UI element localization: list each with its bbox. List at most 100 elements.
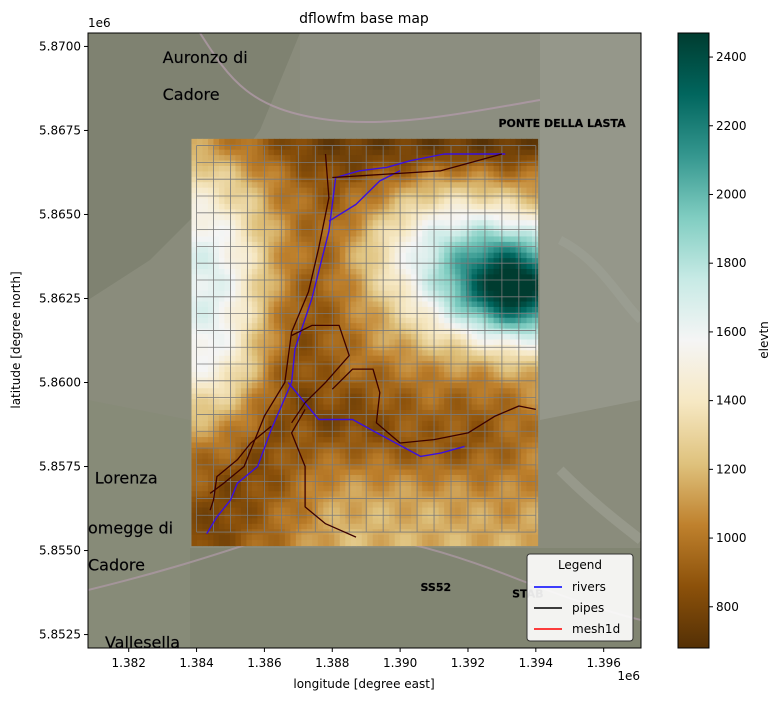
heatmap-cell bbox=[328, 165, 335, 172]
heatmap-cell bbox=[493, 187, 500, 194]
heatmap-cell bbox=[416, 241, 423, 248]
heatmap-cell bbox=[345, 540, 352, 547]
heatmap-cell bbox=[482, 252, 489, 259]
heatmap-cell bbox=[438, 182, 445, 189]
heatmap-cell bbox=[455, 485, 462, 492]
heatmap-cell bbox=[240, 388, 247, 395]
heatmap-cell bbox=[196, 144, 204, 151]
heatmap-cell bbox=[202, 144, 209, 151]
heatmap-cell bbox=[482, 182, 489, 189]
heatmap-cell bbox=[196, 464, 204, 471]
heatmap-cell bbox=[273, 203, 280, 210]
heatmap-cell bbox=[224, 453, 231, 460]
heatmap-cell bbox=[394, 382, 401, 389]
heatmap-cell bbox=[460, 209, 467, 216]
heatmap-cell bbox=[235, 258, 242, 265]
heatmap-cell bbox=[383, 415, 390, 422]
heatmap-cell bbox=[262, 502, 269, 509]
heatmap-cell bbox=[411, 485, 418, 492]
heatmap-cell bbox=[295, 296, 302, 303]
heatmap-cell bbox=[306, 344, 313, 351]
heatmap-cell bbox=[460, 317, 467, 324]
heatmap-cell bbox=[257, 285, 264, 292]
heatmap-cell bbox=[262, 160, 269, 167]
heatmap-cell bbox=[273, 328, 280, 335]
heatmap-cell bbox=[323, 214, 330, 221]
heatmap-cell bbox=[345, 523, 352, 530]
heatmap-cell bbox=[361, 241, 368, 248]
heatmap-cell bbox=[526, 274, 533, 281]
heatmap-cell bbox=[477, 328, 484, 335]
heatmap-cell bbox=[306, 176, 313, 183]
heatmap-cell bbox=[471, 274, 478, 281]
heatmap-cell bbox=[306, 149, 313, 156]
heatmap-cell bbox=[213, 491, 220, 498]
heatmap-cell bbox=[449, 279, 456, 286]
heatmap-cell bbox=[345, 209, 352, 216]
heatmap-cell bbox=[317, 138, 324, 145]
heatmap-cell bbox=[482, 426, 489, 433]
heatmap-cell bbox=[202, 149, 209, 156]
heatmap-cell bbox=[477, 231, 484, 238]
heatmap-cell bbox=[235, 198, 242, 205]
heatmap-cell bbox=[224, 415, 231, 422]
heatmap-cell bbox=[438, 268, 445, 276]
heatmap-cell bbox=[196, 512, 204, 519]
heatmap-cell bbox=[488, 231, 495, 238]
heatmap-cell bbox=[207, 176, 215, 183]
heatmap-cell bbox=[488, 437, 495, 444]
heatmap-cell bbox=[229, 241, 237, 248]
heatmap-cell bbox=[504, 426, 511, 433]
heatmap-cell bbox=[389, 404, 396, 411]
heatmap-cell bbox=[224, 296, 231, 303]
heatmap-cell bbox=[224, 149, 231, 156]
heatmap-cell bbox=[394, 198, 401, 205]
heatmap-cell bbox=[229, 263, 237, 270]
heatmap-cell bbox=[532, 317, 539, 324]
heatmap-cell bbox=[207, 447, 215, 454]
heatmap-cell bbox=[295, 523, 302, 530]
heatmap-cell bbox=[488, 350, 495, 357]
heatmap-cell bbox=[262, 328, 269, 335]
heatmap-cell bbox=[350, 523, 357, 530]
heatmap-cell bbox=[279, 453, 286, 460]
heatmap-cell bbox=[213, 317, 220, 324]
heatmap-cell bbox=[372, 290, 379, 297]
heatmap-cell bbox=[488, 523, 495, 530]
heatmap-cell bbox=[339, 149, 346, 156]
heatmap-cell bbox=[455, 388, 462, 395]
heatmap-cell bbox=[328, 263, 335, 270]
heatmap-cell bbox=[422, 171, 429, 178]
heatmap-cell bbox=[477, 507, 484, 514]
heatmap-cell bbox=[224, 496, 231, 503]
heatmap-cell bbox=[422, 312, 429, 319]
heatmap-cell bbox=[279, 442, 286, 449]
heatmap-cell bbox=[350, 491, 357, 498]
heatmap-cell bbox=[361, 334, 368, 341]
heatmap-cell bbox=[510, 247, 517, 254]
heatmap-cell bbox=[378, 323, 385, 330]
heatmap-cell bbox=[224, 442, 231, 449]
heatmap-cell bbox=[262, 182, 269, 189]
heatmap-cell bbox=[339, 469, 346, 476]
heatmap-cell bbox=[471, 415, 478, 422]
heatmap-cell bbox=[196, 534, 204, 541]
heatmap-cell bbox=[334, 442, 341, 449]
heatmap-cell bbox=[345, 409, 352, 416]
heatmap-cell bbox=[411, 165, 418, 172]
heatmap-cell bbox=[213, 149, 220, 156]
heatmap-cell bbox=[477, 165, 484, 172]
heatmap-cell bbox=[295, 290, 302, 297]
heatmap-cell bbox=[488, 225, 495, 232]
heatmap-cell bbox=[466, 171, 473, 178]
heatmap-cell bbox=[422, 290, 429, 297]
heatmap-cell bbox=[207, 540, 215, 547]
heatmap-cell bbox=[279, 231, 286, 238]
heatmap-cell bbox=[383, 344, 390, 351]
heatmap-cell bbox=[466, 534, 473, 541]
heatmap-cell bbox=[438, 431, 445, 438]
heatmap-cell bbox=[251, 176, 258, 183]
heatmap-cell bbox=[196, 241, 204, 248]
heatmap-cell bbox=[460, 475, 467, 482]
heatmap-cell bbox=[246, 393, 253, 400]
